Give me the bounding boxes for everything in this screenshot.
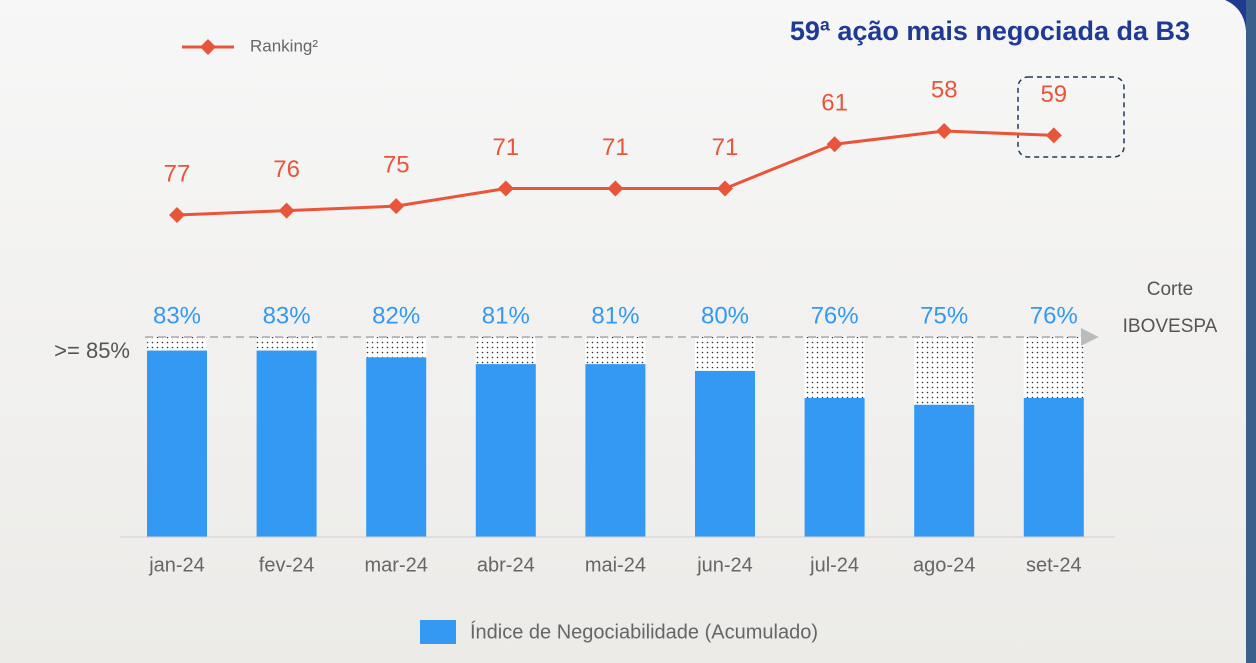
ranking-label: 75 [383, 152, 410, 179]
ranking-label: 71 [492, 134, 519, 161]
legend-marker [200, 39, 216, 55]
value-label: 75% [920, 302, 968, 329]
ranking-label: 58 [931, 76, 958, 103]
bar [366, 357, 427, 537]
gap-to-threshold [366, 337, 427, 358]
ranking-marker [169, 207, 185, 223]
edge-strip [1246, 0, 1256, 663]
bar [695, 370, 755, 537]
gap-to-threshold [804, 337, 865, 399]
ranking-marker [936, 123, 953, 139]
value-label: 76% [811, 302, 859, 329]
ranking-label: 71 [602, 134, 629, 161]
x-tick-label: abr-24 [477, 554, 535, 576]
ranking-label: 61 [821, 90, 848, 117]
bar [914, 404, 975, 537]
bar [147, 350, 207, 537]
ranking-marker [1045, 127, 1062, 144]
gap-to-threshold [147, 337, 207, 351]
gap-to-threshold [914, 337, 975, 405]
x-tick-label: jul-24 [809, 554, 859, 576]
gap-to-threshold [695, 337, 755, 371]
gap-to-threshold [475, 337, 536, 365]
x-tick-label: jan-24 [148, 554, 205, 576]
x-tick-label: mai-24 [585, 554, 646, 576]
value-label: 81% [482, 302, 530, 329]
legend-label: Ranking² [250, 36, 318, 55]
ranking-marker [278, 202, 295, 219]
threshold-label: >= 85% [54, 338, 130, 363]
legend-label: Índice de Negociabilidade (Acumulado) [470, 620, 818, 643]
x-tick-label: mar-24 [365, 554, 428, 576]
ranking-label: 59 [1040, 81, 1067, 108]
ranking-marker [717, 180, 733, 197]
bar [585, 364, 646, 537]
legend-swatch [420, 620, 456, 644]
gap-to-threshold [256, 337, 317, 351]
highlight-box [1017, 76, 1125, 158]
bar [804, 398, 865, 537]
threshold-annotation: Corte [1147, 279, 1193, 300]
gap-to-threshold [1023, 337, 1084, 399]
x-tick-label: fev-24 [259, 554, 315, 576]
gap-to-threshold [585, 337, 646, 365]
ranking-label: 71 [712, 134, 739, 161]
corner [1225, 0, 1247, 40]
value-label: 80% [701, 302, 749, 329]
ranking-marker [388, 198, 405, 215]
title: 59ª ação mais negociada da B3 [790, 16, 1190, 46]
ranking-marker [826, 136, 843, 153]
bar [256, 350, 317, 537]
value-label: 76% [1030, 302, 1078, 329]
value-label: 83% [263, 302, 311, 329]
value-label: 83% [153, 302, 201, 329]
ranking-marker [497, 180, 514, 197]
x-tick-label: ago-24 [913, 554, 975, 576]
x-tick-label: jun-24 [696, 554, 753, 576]
value-label: 81% [591, 302, 639, 329]
bar [1023, 398, 1084, 537]
ranking-label: 76 [273, 156, 300, 183]
x-tick-label: set-24 [1026, 554, 1082, 576]
value-label: 82% [372, 302, 420, 329]
ranking-label: 77 [164, 160, 191, 187]
threshold-annotation: IBOVESPA [1123, 316, 1218, 337]
bar [475, 364, 536, 537]
ranking-marker [607, 180, 624, 197]
